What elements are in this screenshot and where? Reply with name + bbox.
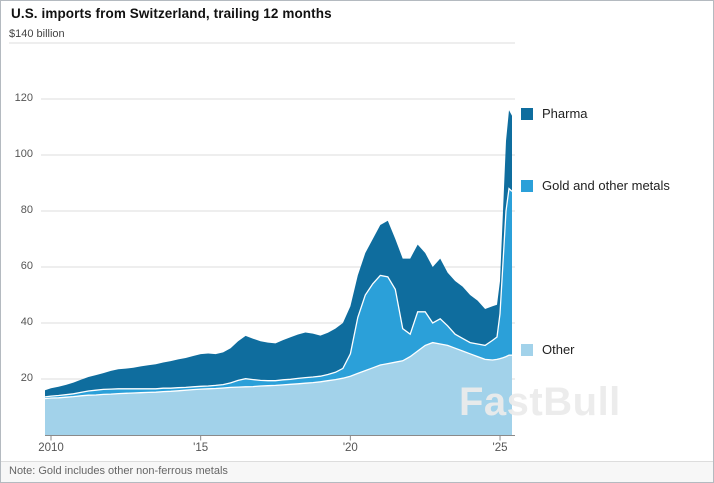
y-tick-label: 40	[20, 316, 33, 328]
y-axis-unit-label: $140 billion	[9, 28, 65, 40]
band-separator	[44, 341, 512, 400]
x-tick-label: '20	[342, 442, 358, 454]
legend-label-pharma: Pharma	[542, 106, 588, 121]
band-separator	[44, 187, 513, 398]
x-tick-label: '25	[492, 442, 508, 454]
note-strip: Note: Gold includes other non-ferrous me…	[1, 461, 713, 482]
legend-swatch-gold-icon	[521, 179, 533, 192]
legend-label-other: Other	[542, 342, 575, 357]
x-tick-label: 2010	[38, 442, 64, 454]
legend-swatch-pharma-icon	[521, 107, 533, 120]
x-tick-label: '15	[193, 442, 209, 454]
legend-item-gold: Gold and other metals	[521, 178, 670, 193]
y-tick-label: 100	[14, 148, 33, 160]
y-tick-label: 60	[20, 260, 33, 272]
y-tick-label: 80	[20, 204, 33, 216]
y-tick-label: 120	[14, 92, 33, 104]
legend-label-gold: Gold and other metals	[542, 178, 670, 193]
y-tick-label: 20	[20, 372, 33, 384]
legend-swatch-other-icon	[521, 343, 533, 356]
legend-item-pharma: Pharma	[521, 106, 588, 121]
chart-title: U.S. imports from Switzerland, trailing …	[11, 6, 332, 21]
area-other	[45, 342, 512, 435]
chart-note: Note: Gold includes other non-ferrous me…	[9, 465, 228, 477]
legend-item-other: Other	[521, 342, 575, 357]
